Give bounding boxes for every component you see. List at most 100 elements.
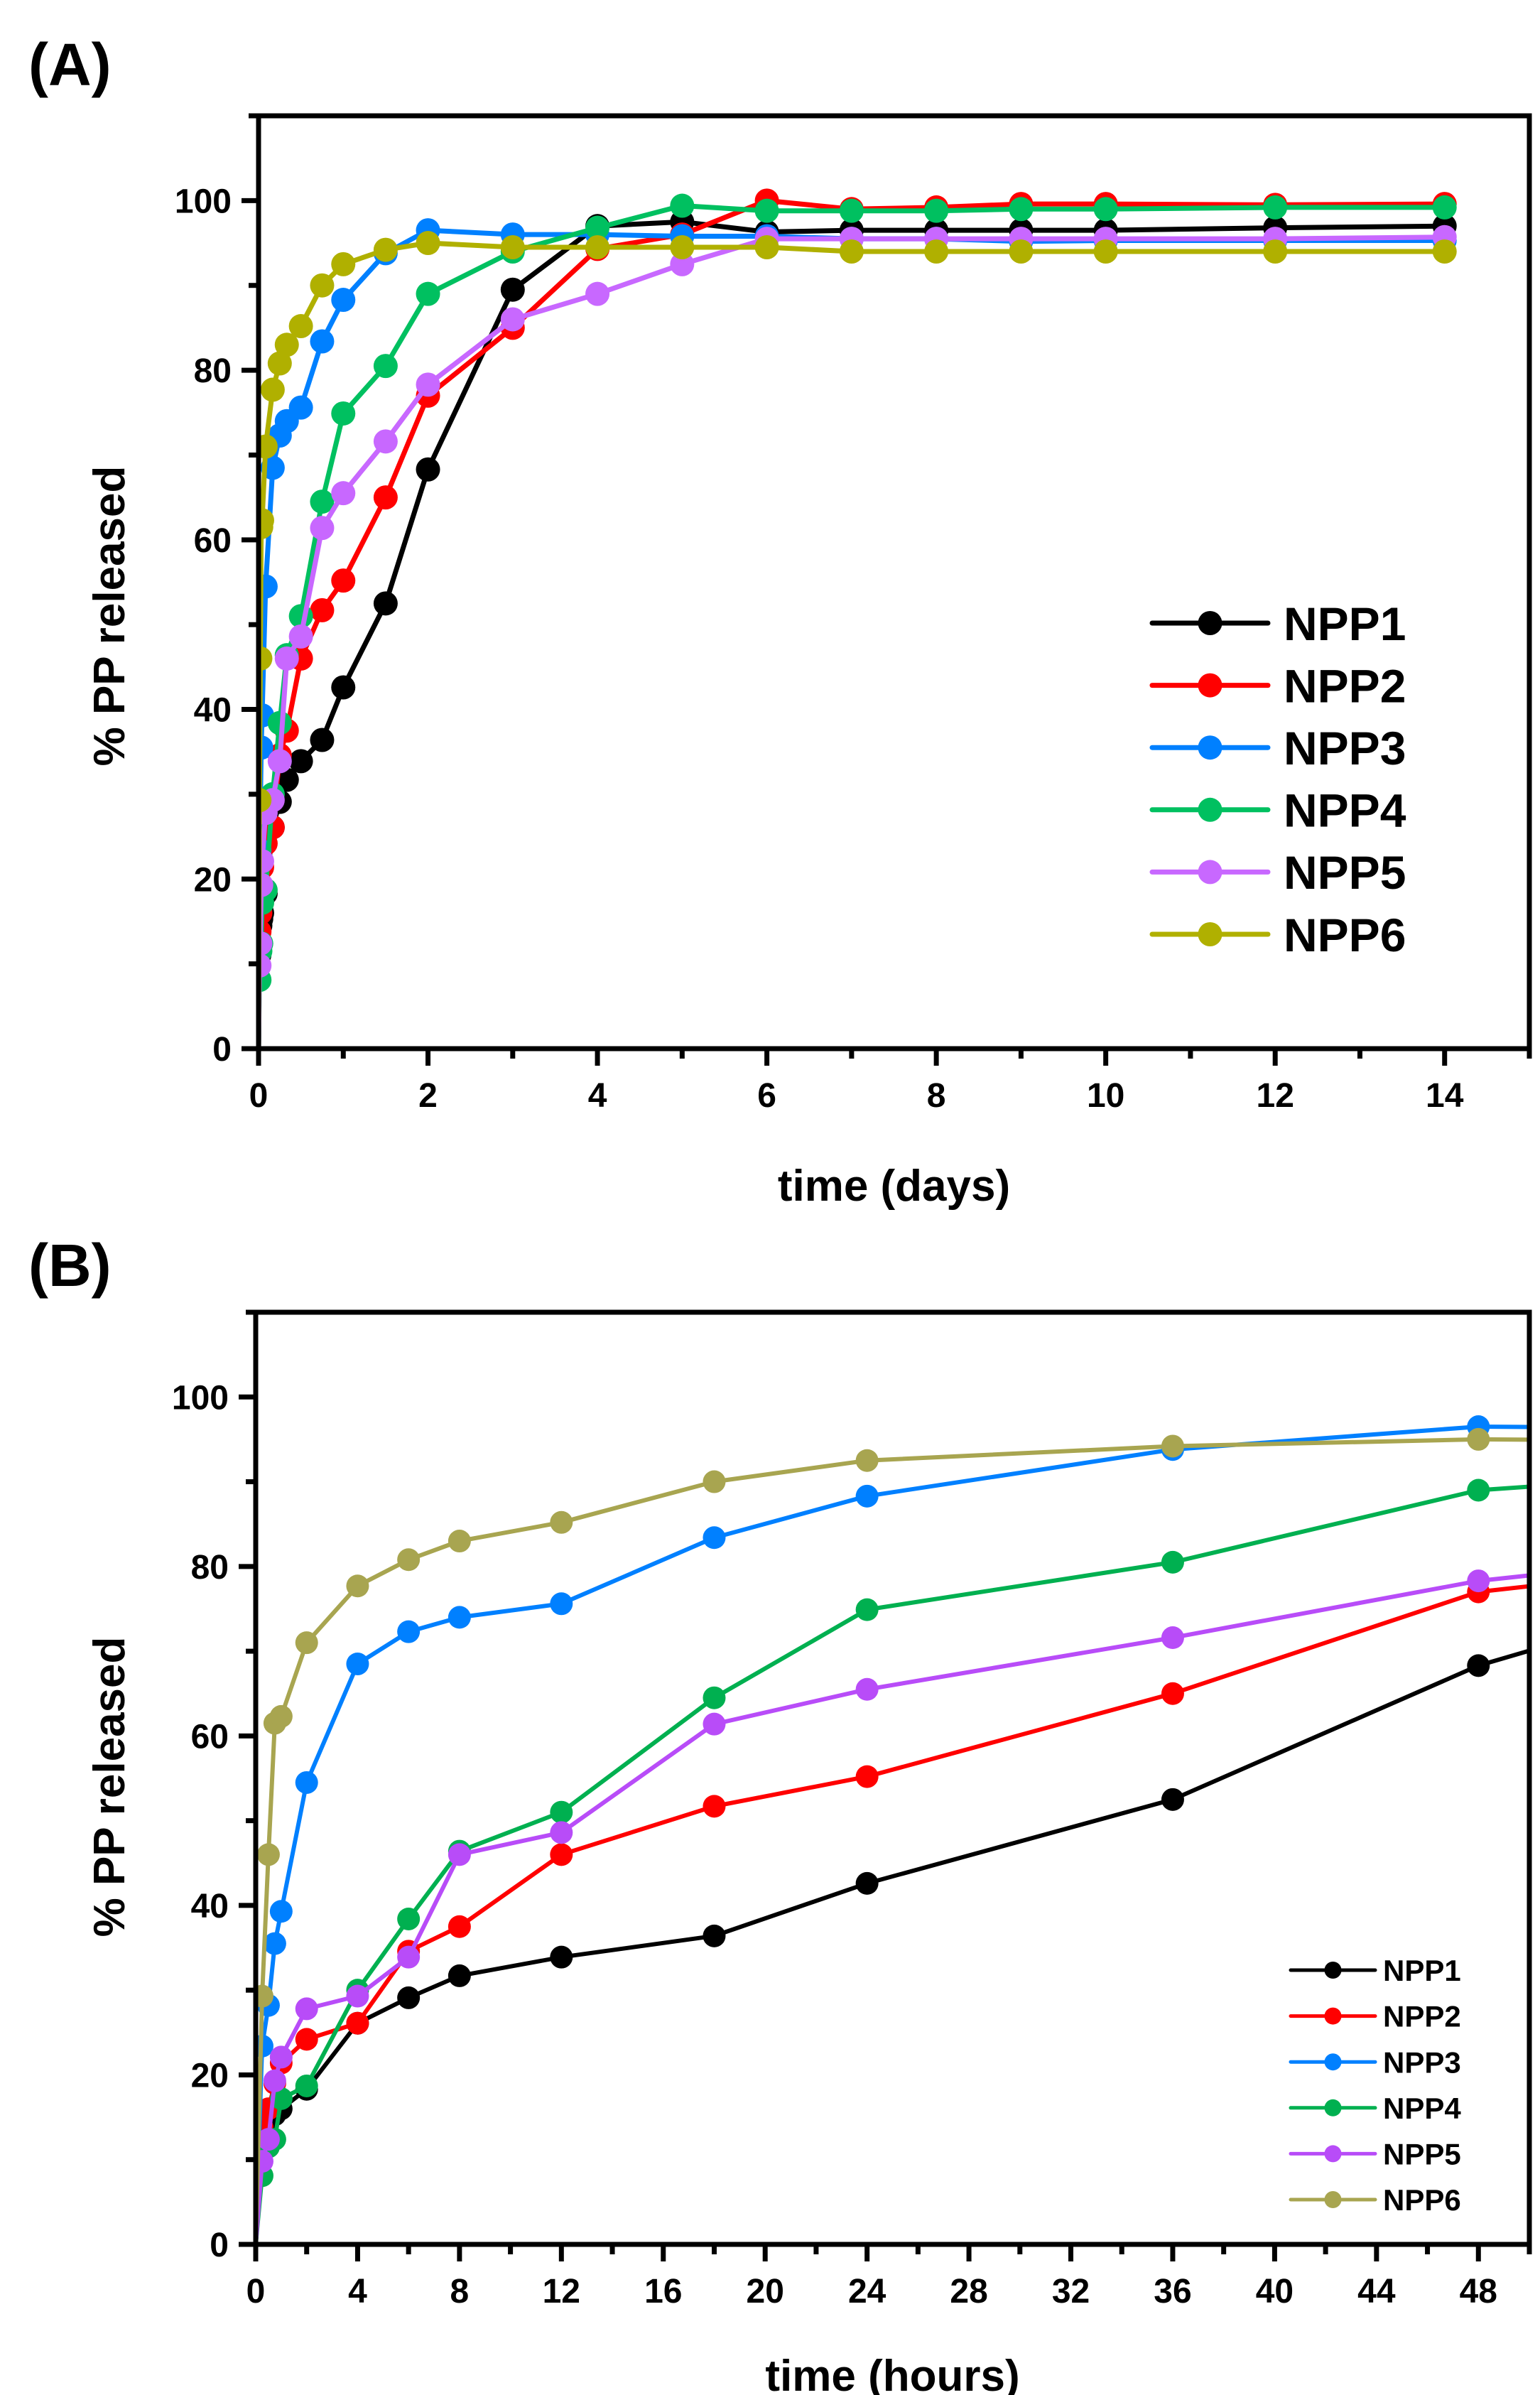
legend-label: NPP3: [1383, 2045, 1461, 2079]
data-point-npp4: [550, 1800, 573, 1824]
data-point-npp5: [550, 1821, 573, 1844]
series-line-npp3: [256, 1424, 1529, 2245]
data-point-npp6: [1432, 239, 1457, 264]
data-point-npp6: [585, 235, 610, 260]
data-point-npp3: [703, 1526, 726, 1550]
data-point-npp6: [1467, 1427, 1490, 1451]
legend: NPP1 NPP2 NPP3 NPP4 NPP5 NPP6: [1289, 1954, 1461, 2217]
data-point-npp2: [373, 485, 398, 510]
series-line-npp6: [256, 1437, 1529, 2245]
legend-label: NPP3: [1284, 722, 1406, 774]
series-npp4: [256, 1478, 1529, 2245]
data-point-npp6: [256, 1843, 280, 1866]
x-tick-label: 20: [747, 2273, 784, 2310]
data-point-npp6: [855, 1449, 879, 1472]
y-tick-label: 100: [172, 1379, 229, 1417]
legend-marker: [1198, 673, 1222, 698]
data-point-npp1: [1161, 1788, 1184, 1811]
data-point-npp4: [670, 193, 695, 218]
data-point-npp6: [397, 1548, 421, 1572]
data-point-npp6: [295, 1631, 318, 1655]
series-npp2: [259, 188, 1457, 1049]
x-tick-label: 8: [450, 2273, 470, 2310]
x-tick-label: 8: [927, 1077, 946, 1115]
legend-item: NPP5: [1149, 846, 1406, 899]
data-point-npp1: [500, 277, 525, 302]
data-point-npp5: [263, 2069, 286, 2092]
data-point-npp3: [269, 1900, 293, 1923]
data-point-npp4: [839, 198, 864, 223]
legend-marker: [1198, 922, 1222, 946]
data-point-npp1: [416, 457, 440, 482]
data-point-npp5: [1467, 1569, 1490, 1593]
data-point-npp5: [256, 2150, 273, 2173]
data-point-npp5: [295, 1997, 318, 2021]
data-point-npp4: [1432, 195, 1457, 220]
chart-panel-b: (B)0 4 8 12 16 20 24 28 32 36 40 44 48020406080100ti…: [28, 1232, 1532, 2395]
x-tick-label: 12: [1257, 1077, 1294, 1115]
data-point-npp1: [310, 728, 335, 752]
series-line-npp4: [259, 203, 1445, 1049]
legend-marker: [1324, 2191, 1342, 2208]
x-tick-label: 12: [543, 2273, 580, 2310]
data-point-npp5: [397, 1945, 421, 1969]
data-point-npp1: [703, 1924, 726, 1947]
series-line-npp5: [256, 1573, 1529, 2245]
data-point-npp5: [448, 1843, 471, 1866]
data-point-npp3: [295, 1770, 318, 1794]
series-line-npp6: [259, 240, 1445, 1049]
data-point-npp6: [256, 1984, 273, 2008]
y-tick-label: 40: [191, 1888, 229, 1925]
data-point-npp6: [839, 239, 864, 264]
series-line-npp2: [256, 1584, 1529, 2245]
data-point-npp4: [331, 401, 356, 426]
data-point-npp5: [259, 931, 273, 956]
panel-label: (A): [28, 31, 112, 98]
series-line-npp5: [259, 234, 1445, 1049]
data-point-npp4: [416, 281, 440, 306]
legend-marker: [1324, 2053, 1342, 2071]
legend-label: NPP1: [1383, 1954, 1461, 1987]
data-point-npp6: [500, 235, 525, 260]
data-point-npp6: [288, 314, 313, 339]
legend-marker: [1198, 797, 1222, 822]
data-point-npp1: [1467, 1654, 1490, 1677]
series-npp5: [256, 1569, 1529, 2245]
y-tick-label: 0: [212, 1031, 232, 1069]
y-tick-label: 100: [175, 183, 232, 220]
y-tick-label: 20: [191, 2057, 229, 2094]
x-tick-label: 4: [348, 2273, 367, 2310]
legend-marker: [1324, 2007, 1342, 2025]
data-point-npp5: [585, 281, 610, 306]
y-tick-label: 80: [191, 1549, 229, 1586]
data-point-npp2: [703, 1795, 726, 1818]
legend-label: NPP4: [1383, 2092, 1461, 2125]
data-point-npp2: [855, 1765, 879, 1788]
data-point-npp3: [259, 574, 278, 599]
y-tick-label: 60: [194, 522, 232, 560]
data-point-npp5: [267, 749, 292, 774]
data-point-npp6: [259, 434, 278, 459]
y-tick-label: 40: [194, 692, 232, 730]
data-point-npp4: [754, 198, 779, 223]
x-tick-label: 44: [1357, 2273, 1396, 2310]
data-point-npp5: [259, 872, 273, 897]
legend-marker: [1324, 2145, 1342, 2163]
legend-item: NPP4: [1289, 2092, 1461, 2125]
legend-item: NPP3: [1149, 722, 1406, 774]
data-point-npp6: [331, 252, 356, 276]
x-tick-label: 28: [950, 2273, 987, 2310]
legend-label: NPP5: [1284, 846, 1406, 899]
data-point-npp4: [855, 1598, 879, 1621]
data-point-npp3: [310, 329, 335, 354]
x-tick-label: 4: [588, 1077, 607, 1115]
data-point-npp5: [703, 1712, 726, 1736]
data-point-npp6: [1263, 239, 1288, 264]
legend-item: NPP5: [1289, 2138, 1461, 2171]
y-tick-label: 20: [194, 861, 232, 899]
data-point-npp5: [274, 646, 299, 671]
data-point-npp6: [259, 646, 273, 671]
legend-label: NPP1: [1284, 598, 1406, 650]
plot-frame: [253, 1309, 1532, 2247]
